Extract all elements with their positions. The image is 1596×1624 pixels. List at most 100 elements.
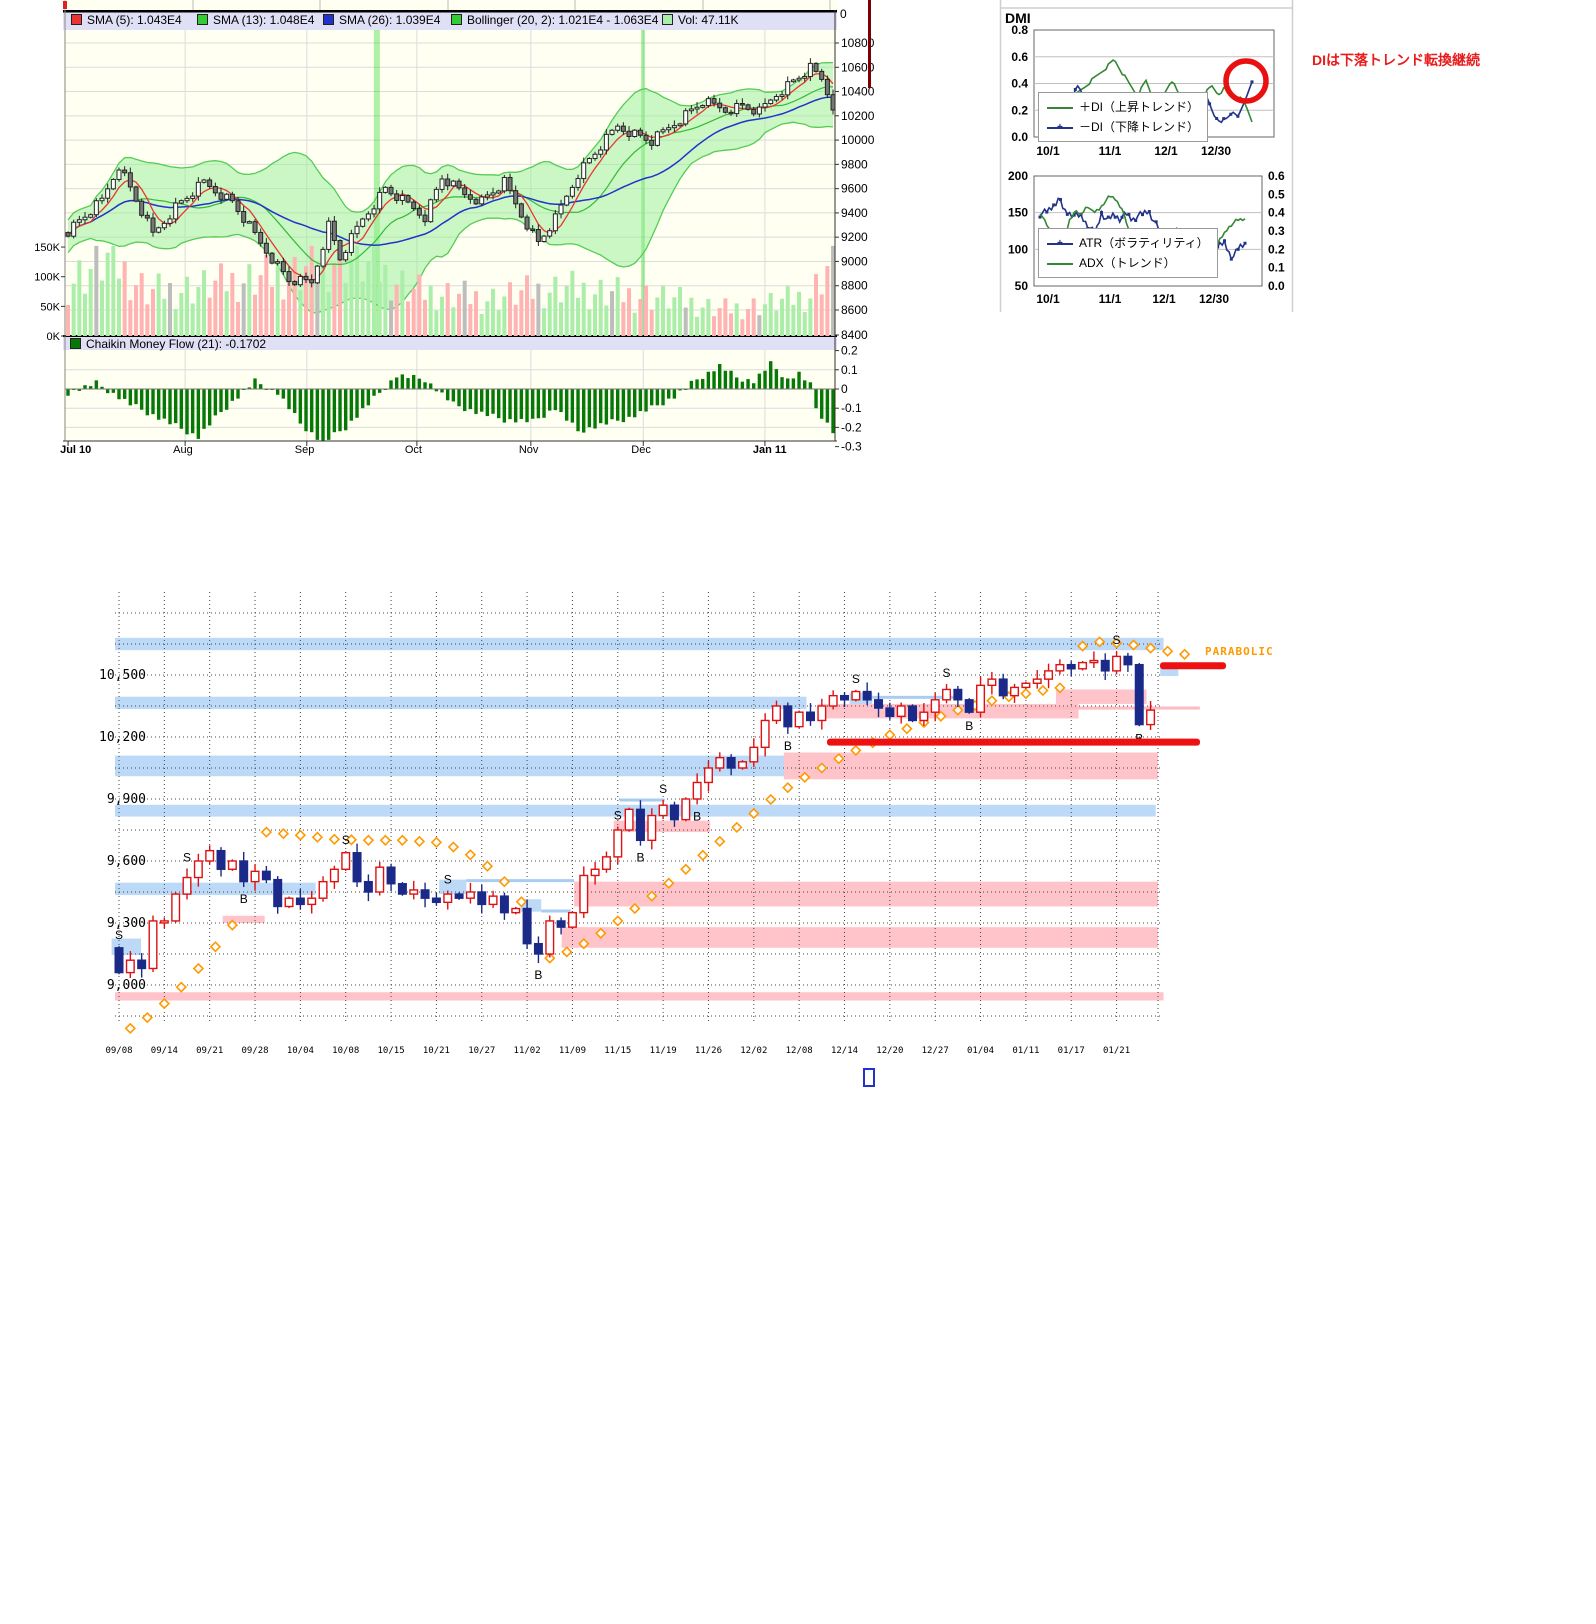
svg-text:Jul 10: Jul 10 bbox=[60, 444, 91, 456]
line-marker-icon: + bbox=[1057, 237, 1063, 249]
svg-text:Nov: Nov bbox=[519, 444, 539, 456]
svg-text:11/09: 11/09 bbox=[559, 1046, 586, 1056]
svg-text:B: B bbox=[693, 809, 701, 823]
svg-text:150: 150 bbox=[1008, 206, 1028, 220]
svg-text:0.2: 0.2 bbox=[1268, 242, 1285, 256]
legend-label: SMA (13): 1.048E4 bbox=[213, 13, 315, 27]
bollinger-swatch-icon bbox=[451, 14, 462, 25]
svg-text:11/02: 11/02 bbox=[514, 1046, 541, 1056]
svg-text:100: 100 bbox=[1008, 242, 1028, 256]
svg-text:Oct: Oct bbox=[405, 444, 422, 456]
svg-text:150K: 150K bbox=[34, 242, 60, 254]
legend-label: SMA (5): 1.043E4 bbox=[87, 13, 182, 27]
svg-text:-0.3: -0.3 bbox=[841, 440, 862, 454]
svg-text:12/30: 12/30 bbox=[1199, 292, 1229, 306]
legend-item-bollinger: Bollinger (20, 2): 1.021E4 - 1.063E4 bbox=[451, 13, 658, 27]
svg-text:Sep: Sep bbox=[295, 444, 315, 456]
svg-text:10800: 10800 bbox=[841, 36, 875, 50]
svg-text:12/1: 12/1 bbox=[1154, 144, 1178, 158]
daily-price-chart: 0 10800 10600 10400 10200 10000 9800 9600 9400 92… bbox=[34, 0, 875, 456]
legend-item-sma26: SMA (26): 1.039E4 bbox=[323, 13, 440, 27]
svg-text:B: B bbox=[965, 719, 973, 733]
atr-legend-row: + ATR（ボラティリティ） bbox=[1047, 233, 1209, 253]
weekly-y-axis: 10,500 10,200 9,900 9,600 9,300 9,000 bbox=[99, 668, 146, 993]
dmi-y-axis: 0.8 0.6 0.4 0.2 0.0 bbox=[1011, 23, 1028, 144]
sma5-swatch-icon bbox=[71, 14, 82, 25]
daily-chart-legend: SMA (5): 1.043E4 SMA (13): 1.048E4 SMA (… bbox=[63, 13, 837, 30]
svg-text:0.1: 0.1 bbox=[841, 363, 858, 377]
svg-text:8600: 8600 bbox=[841, 303, 868, 317]
svg-text:0.8: 0.8 bbox=[1011, 23, 1028, 37]
svg-text:11/1: 11/1 bbox=[1099, 292, 1122, 306]
svg-text:0.1: 0.1 bbox=[1268, 261, 1285, 275]
svg-text:9200: 9200 bbox=[841, 230, 868, 244]
svg-text:9400: 9400 bbox=[841, 206, 868, 220]
svg-text:10600: 10600 bbox=[841, 60, 875, 74]
svg-text:0: 0 bbox=[840, 7, 847, 21]
svg-text:B: B bbox=[1135, 731, 1143, 745]
cmf-swatch-icon bbox=[70, 338, 81, 349]
svg-text:B: B bbox=[534, 968, 542, 982]
dmi-annotation-text: DIは下落トレンド転換継続 bbox=[1312, 52, 1480, 68]
svg-text:01/11: 01/11 bbox=[1012, 1046, 1039, 1056]
sma13-swatch-icon bbox=[197, 14, 208, 25]
highlight-box bbox=[863, 1068, 875, 1087]
minus-di-label: －DI（下降トレンド） bbox=[1079, 120, 1200, 134]
atr-adx-legend-box: + ATR（ボラティリティ） ADX（トレンド） bbox=[1038, 228, 1218, 278]
svg-text:0: 0 bbox=[841, 382, 848, 396]
svg-text:50: 50 bbox=[1015, 279, 1029, 293]
svg-text:0.0: 0.0 bbox=[1011, 130, 1028, 144]
svg-text:S: S bbox=[659, 782, 667, 796]
svg-text:09/14: 09/14 bbox=[151, 1046, 178, 1056]
legend-label: Bollinger (20, 2): 1.021E4 - 1.063E4 bbox=[467, 13, 659, 27]
svg-text:8400: 8400 bbox=[841, 328, 868, 342]
svg-text:Aug: Aug bbox=[173, 444, 193, 456]
svg-text:09/28: 09/28 bbox=[241, 1046, 268, 1056]
svg-text:12/30: 12/30 bbox=[1201, 144, 1231, 158]
svg-text:0.2: 0.2 bbox=[1011, 103, 1028, 117]
svg-text:S: S bbox=[183, 850, 191, 864]
plus-di-line-icon bbox=[1047, 106, 1073, 109]
svg-text:10,500: 10,500 bbox=[99, 668, 146, 683]
daily-right-axis: 0 10800 10600 10400 10200 10000 9800 9600 9400 92… bbox=[835, 7, 875, 454]
svg-text:0.0: 0.0 bbox=[1268, 279, 1285, 293]
svg-text:9,300: 9,300 bbox=[107, 916, 146, 931]
trade-signals: S S S S S S S S S B B B B B B B bbox=[115, 633, 1143, 982]
svg-text:0.3: 0.3 bbox=[1268, 224, 1285, 238]
daily-x-axis: Jul 10 Aug Sep Oct Nov Dec Jan 11 bbox=[60, 444, 786, 456]
svg-text:-0.1: -0.1 bbox=[841, 401, 862, 415]
svg-text:S: S bbox=[852, 672, 860, 686]
dmi-x-axis: 10/1 11/1 12/1 12/30 bbox=[1036, 144, 1231, 158]
svg-text:50K: 50K bbox=[40, 301, 60, 313]
svg-text:9800: 9800 bbox=[841, 157, 868, 171]
svg-text:Jan 11: Jan 11 bbox=[753, 444, 787, 456]
dmi-legend-box: ＋DI（上昇トレンド） + －DI（下降トレンド） bbox=[1038, 92, 1209, 142]
svg-text:11/1: 11/1 bbox=[1099, 144, 1122, 158]
svg-text:0.5: 0.5 bbox=[1268, 187, 1285, 201]
dmi-legend-plusdi: ＋DI（上昇トレンド） bbox=[1047, 97, 1199, 117]
legend-label: SMA (26): 1.039E4 bbox=[339, 13, 441, 27]
legend-item-sma5: SMA (5): 1.043E4 bbox=[71, 13, 182, 27]
svg-text:9,900: 9,900 bbox=[107, 792, 146, 807]
svg-text:S: S bbox=[943, 666, 951, 680]
cmf-bars bbox=[66, 361, 835, 441]
legend-item-volume: Vol: 47.11K bbox=[662, 13, 739, 27]
dmi-panel-title: DMI bbox=[1005, 10, 1031, 26]
cmf-strip-label: Chaikin Money Flow (21): -0.1702 bbox=[70, 337, 266, 351]
line-marker-icon: + bbox=[1057, 121, 1063, 133]
svg-text:S: S bbox=[444, 873, 452, 887]
svg-text:-0.2: -0.2 bbox=[841, 420, 862, 434]
parabolic-label: PARABOLIC bbox=[1205, 645, 1274, 658]
svg-text:S: S bbox=[342, 833, 350, 847]
volume-bars bbox=[66, 245, 836, 336]
svg-text:10/1: 10/1 bbox=[1036, 292, 1060, 306]
di-highlight-circle-icon bbox=[1223, 58, 1269, 104]
dmi-legend-minusdi: + －DI（下降トレンド） bbox=[1047, 117, 1199, 137]
svg-text:10/21: 10/21 bbox=[423, 1046, 450, 1056]
daily-candles bbox=[65, 58, 836, 288]
svg-text:0.4: 0.4 bbox=[1011, 77, 1028, 91]
atr-x-axis: 10/1 11/1 12/1 12/30 bbox=[1036, 292, 1229, 306]
weekly-candles bbox=[114, 651, 1156, 978]
